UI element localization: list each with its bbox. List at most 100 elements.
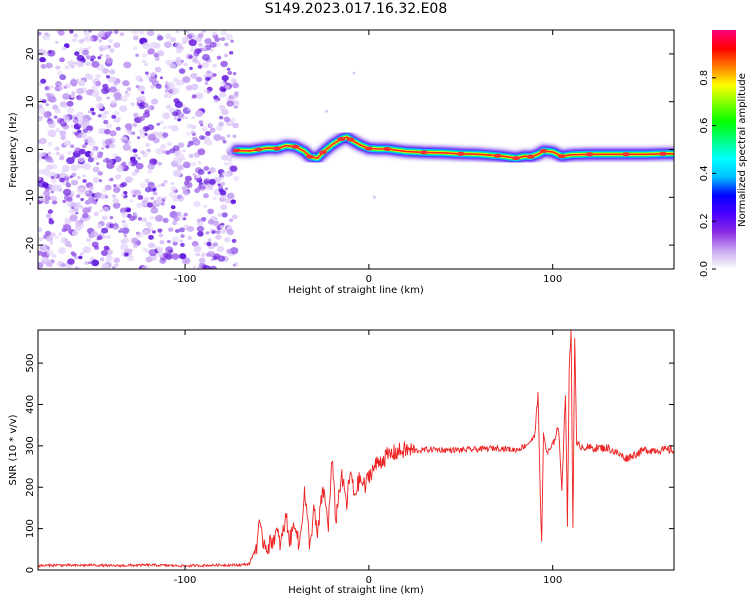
noise-speckle xyxy=(38,107,46,115)
noise-speckle xyxy=(90,58,94,62)
noise-speckle xyxy=(212,196,217,201)
noise-speckle xyxy=(151,98,159,105)
noise-speckle xyxy=(209,123,214,128)
noise-speckle xyxy=(232,82,240,89)
noise-speckle xyxy=(74,116,78,120)
noise-speckle xyxy=(183,62,188,67)
noise-speckle xyxy=(76,60,84,67)
noise-speckle xyxy=(220,228,227,234)
snr-x-tick-label: 0 xyxy=(366,575,372,586)
noise-speckle xyxy=(154,214,164,222)
noise-speckle xyxy=(197,218,202,223)
noise-speckle xyxy=(126,125,133,131)
noise-speckle xyxy=(47,209,54,214)
noise-speckle xyxy=(56,184,62,189)
spectrogram-x-tick-label: 100 xyxy=(543,274,562,285)
noise-speckle xyxy=(67,258,75,265)
noise-speckle xyxy=(109,143,116,149)
colorbar-tick-label: 0.2 xyxy=(699,213,710,229)
noise-speckle xyxy=(99,257,105,262)
noise-speckle xyxy=(53,115,58,119)
noise-speckle xyxy=(168,88,174,94)
noise-speckle xyxy=(221,88,227,92)
track-hotspot xyxy=(346,137,355,142)
snr-y-label: SNR (10 * v/v) xyxy=(8,414,19,485)
noise-speckle xyxy=(188,55,193,59)
noise-speckle xyxy=(219,91,227,98)
noise-speckle xyxy=(147,202,154,208)
noise-speckle xyxy=(147,163,155,170)
spectrogram-x-ticks: -100 0 100 xyxy=(174,30,562,285)
noise-speckle xyxy=(66,107,75,114)
noise-speckle xyxy=(88,117,92,121)
noise-speckle xyxy=(173,116,178,120)
noise-speckle xyxy=(76,54,85,62)
noise-speckle xyxy=(226,229,234,236)
noise-speckle xyxy=(170,185,177,192)
noise-speckle xyxy=(142,247,147,252)
noise-speckle xyxy=(74,51,80,56)
noise-speckle xyxy=(59,130,67,137)
noise-speckle xyxy=(138,116,145,121)
noise-speckle xyxy=(131,171,138,177)
noise-speckle xyxy=(82,128,88,133)
noise-speckle xyxy=(202,46,208,51)
noise-speckle xyxy=(87,110,92,114)
noise-speckle xyxy=(66,100,74,107)
noise-speckle xyxy=(187,235,192,240)
noise-speckle xyxy=(217,212,223,217)
noise-speckle xyxy=(160,143,167,150)
noise-speckle xyxy=(183,212,188,217)
noise-speckle xyxy=(141,53,148,58)
noise-speckle xyxy=(121,219,126,224)
noise-speckle xyxy=(50,178,57,184)
noise-speckle xyxy=(226,100,234,107)
noise-speckle xyxy=(82,163,91,170)
noise-speckle xyxy=(101,87,109,95)
noise-speckle xyxy=(147,169,153,174)
noise-speckle xyxy=(220,81,227,87)
noise-speckle xyxy=(211,230,216,234)
noise-speckle xyxy=(133,153,138,158)
noise-speckle xyxy=(213,220,220,227)
noise-speckle xyxy=(162,126,167,130)
noise-speckle xyxy=(45,260,53,267)
noise-speckle xyxy=(196,174,201,179)
noise-speckle xyxy=(116,184,120,188)
noise-speckle xyxy=(132,243,139,249)
noise-speckle xyxy=(177,142,185,148)
noise-speckle xyxy=(110,100,116,105)
noise-speckle xyxy=(73,202,81,209)
noise-speckle xyxy=(372,195,376,199)
noise-speckle xyxy=(109,130,117,137)
noise-speckle xyxy=(90,230,98,238)
noise-speckle xyxy=(192,57,198,63)
noise-speckle xyxy=(69,175,74,179)
noise-speckle xyxy=(115,126,121,131)
noise-speckle xyxy=(141,264,151,269)
noise-speckle xyxy=(139,86,143,89)
noise-speckle xyxy=(97,56,102,60)
noise-speckle xyxy=(116,165,124,173)
noise-speckle xyxy=(169,37,177,43)
noise-speckle xyxy=(146,148,151,153)
noise-speckle xyxy=(161,149,167,154)
noise-speckle xyxy=(82,179,87,183)
noise-speckle xyxy=(159,120,164,125)
noise-speckle xyxy=(203,141,207,144)
noise-speckle xyxy=(103,235,107,239)
noise-speckle xyxy=(88,261,92,265)
noise-speckle xyxy=(133,112,139,118)
noise-speckle xyxy=(85,35,94,43)
noise-speckle xyxy=(182,257,191,265)
spectrogram-y-tick-label: -20 xyxy=(25,237,36,253)
noise-speckle xyxy=(155,148,163,155)
noise-speckle xyxy=(232,263,236,267)
noise-speckle xyxy=(164,94,168,98)
noise-speckle xyxy=(45,249,49,252)
noise-speckle xyxy=(163,196,167,200)
noise-speckle xyxy=(55,65,61,70)
noise-speckle xyxy=(187,107,191,111)
noise-speckle xyxy=(147,133,156,141)
noise-speckle xyxy=(152,191,158,196)
